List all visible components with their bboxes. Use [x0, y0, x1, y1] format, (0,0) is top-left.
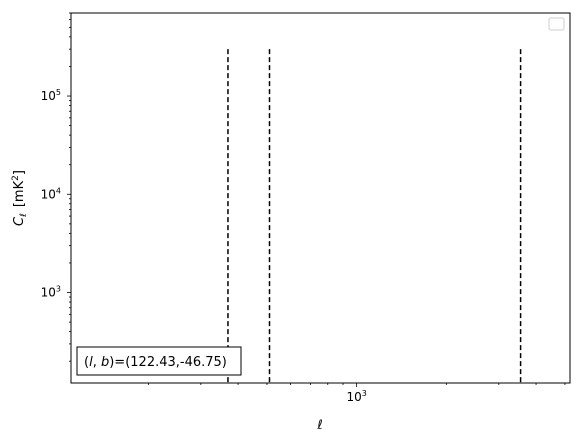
y-tick-label: 104: [41, 186, 61, 201]
legend-box: [548, 17, 565, 31]
annotation-box: [76, 346, 242, 376]
y-tick-label: 105: [41, 88, 61, 103]
coordinates-annotation: (l, b)=(122.43,-46.75): [76, 346, 242, 376]
x-axis-label: ℓ: [316, 418, 322, 433]
plot-frame: [70, 12, 571, 384]
annotation-text: (l, b)=(122.43,-46.75): [84, 355, 227, 370]
y-axis: 103 104 105: [41, 12, 71, 362]
plot-area: [71, 13, 570, 383]
x-tick-label: 103: [346, 389, 366, 404]
y-tick-label: 103: [41, 285, 61, 300]
x-axis: 103: [147, 383, 566, 404]
y-axis-label: Cℓ[mK2]: [11, 170, 29, 226]
